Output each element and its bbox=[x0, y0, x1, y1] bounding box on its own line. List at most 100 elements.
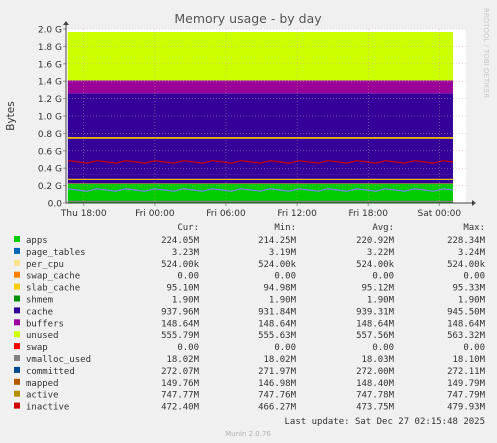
legend-label-swap: swap bbox=[26, 343, 48, 353]
legend-max-value: 945.50M bbox=[447, 307, 486, 317]
legend-min-value: 524.00k bbox=[258, 260, 297, 270]
y-tick-label: 1.2 G bbox=[38, 95, 62, 105]
legend-label-shmem: shmem bbox=[26, 296, 53, 306]
legend-avg-value: 148.64M bbox=[356, 319, 395, 329]
area-unused bbox=[67, 32, 453, 81]
y-tick-label: 2.0 G bbox=[38, 26, 62, 36]
legend-cur-value: 1.90M bbox=[172, 296, 200, 306]
x-tick-label: Fri 12:00 bbox=[277, 209, 317, 219]
legend-label-active: active bbox=[26, 391, 59, 401]
y-axis-arrow bbox=[63, 21, 69, 25]
legend-min-value: 931.84M bbox=[258, 307, 297, 317]
legend-max-value: 0.00 bbox=[463, 272, 485, 282]
y-tick-label: 0.6 G bbox=[38, 147, 62, 157]
legend-label-slab_cache: slab_cache bbox=[26, 284, 80, 294]
legend-header: Min: bbox=[274, 223, 296, 233]
legend-label-swap_cache: swap_cache bbox=[26, 272, 80, 282]
legend-max-value: 524.00k bbox=[447, 260, 486, 270]
legend-avg-value: 220.92M bbox=[356, 236, 395, 246]
y-tick-label: 0.8 G bbox=[38, 130, 62, 140]
legend-swatch-apps bbox=[14, 236, 20, 242]
legend-max-value: 0.00 bbox=[463, 343, 485, 353]
y-tick-label: 0.2 G bbox=[38, 182, 62, 192]
legend-max-value: 3.24M bbox=[458, 248, 486, 258]
legend-header: Max: bbox=[463, 223, 485, 233]
legend-avg-value: 473.75M bbox=[356, 403, 395, 413]
x-tick-label: Sat 00:00 bbox=[418, 209, 462, 219]
legend-swatch-vmalloc_used bbox=[14, 355, 20, 361]
legend-max-value: 1.90M bbox=[458, 296, 486, 306]
line-mapped bbox=[67, 188, 454, 192]
legend-min-value: 747.76M bbox=[258, 391, 297, 401]
legend-swatch-slab_cache bbox=[14, 283, 20, 290]
legend-avg-value: 0.00 bbox=[372, 343, 394, 353]
legend-avg-value: 148.40M bbox=[356, 379, 395, 389]
y-tick-label: 0.0 bbox=[48, 200, 63, 210]
legend-cur-value: 0.00 bbox=[177, 343, 199, 353]
grid-lines bbox=[66, 28, 466, 204]
legend-min-value: 0.00 bbox=[274, 343, 296, 353]
legend-avg-value: 0.00 bbox=[372, 272, 394, 282]
legend-label-buffers: buffers bbox=[26, 319, 64, 329]
legend-avg-value: 557.56M bbox=[356, 331, 395, 341]
area-per_cpu bbox=[67, 183, 453, 184]
legend-min-value: 0.00 bbox=[274, 272, 296, 282]
rrdtool-credit-label: RRDTOOL / TOBI OETIKER bbox=[482, 8, 490, 98]
legend-cur-value: 555.79M bbox=[161, 331, 200, 341]
legend-swatch-cache bbox=[14, 307, 20, 314]
stacked-areas bbox=[67, 32, 453, 203]
legend-header: Cur: bbox=[177, 223, 199, 233]
y-tick-label: 1.6 G bbox=[38, 60, 62, 70]
legend-cur-value: 0.00 bbox=[177, 272, 199, 282]
legend-min-value: 94.98M bbox=[263, 284, 296, 294]
legend-avg-value: 747.78M bbox=[356, 391, 395, 401]
legend-swatch-buffers bbox=[14, 319, 20, 326]
x-tick-label: Thu 18:00 bbox=[60, 209, 107, 219]
x-tick-label: Fri 18:00 bbox=[348, 209, 388, 219]
legend-max-value: 149.79M bbox=[447, 379, 486, 389]
legend-cur-value: 148.64M bbox=[161, 319, 200, 329]
legend-swatch-inactive bbox=[14, 402, 20, 409]
legend-header: Avg: bbox=[372, 223, 394, 233]
legend-min-value: 214.25M bbox=[258, 236, 297, 246]
legend-max-value: 747.79M bbox=[447, 391, 486, 401]
legend-min-value: 3.19M bbox=[269, 248, 297, 258]
legend-avg-value: 3.22M bbox=[367, 248, 395, 258]
legend-swatch-active bbox=[14, 390, 20, 397]
legend-cur-value: 747.77M bbox=[161, 391, 200, 401]
legend-label-mapped: mapped bbox=[26, 379, 59, 389]
legend-cur-value: 18.02M bbox=[166, 355, 199, 365]
legend-avg-value: 95.12M bbox=[361, 284, 394, 294]
legend-swatch-unused bbox=[14, 331, 20, 338]
legend-table: Cur: Min: Avg: Max: apps 224.05M 214.25M 220.92… bbox=[14, 223, 486, 413]
legend-swatch-mapped bbox=[14, 378, 20, 385]
legend-avg-value: 939.31M bbox=[356, 307, 395, 317]
legend-label-committed: committed bbox=[26, 367, 75, 377]
line-inactive bbox=[67, 160, 454, 164]
legend-max-value: 18.10M bbox=[452, 355, 485, 365]
legend-max-value: 479.93M bbox=[447, 403, 486, 413]
x-axis-arrow bbox=[472, 200, 476, 206]
area-buffers bbox=[67, 80, 453, 94]
legend-cur-value: 524.00k bbox=[161, 260, 200, 270]
legend-label-unused: unused bbox=[26, 331, 59, 341]
y-tick-label: 1.8 G bbox=[38, 43, 62, 53]
legend-min-value: 271.97M bbox=[258, 367, 297, 377]
legend-swatch-per_cpu bbox=[14, 259, 20, 266]
legend-max-value: 148.64M bbox=[447, 319, 486, 329]
legend-min-value: 146.98M bbox=[258, 379, 297, 389]
legend-avg-value: 1.90M bbox=[367, 296, 395, 306]
legend-max-value: 228.34M bbox=[447, 236, 486, 246]
chart-title: Memory usage - by day bbox=[174, 11, 322, 26]
legend-avg-value: 524.00k bbox=[356, 260, 395, 270]
legend-swatch-swap_cache bbox=[14, 271, 20, 278]
legend-max-value: 563.32M bbox=[447, 331, 486, 341]
legend-min-value: 148.64M bbox=[258, 319, 297, 329]
legend-cur-value: 3.23M bbox=[172, 248, 200, 258]
area-apps bbox=[67, 183, 453, 203]
x-tick-label: Fri 00:00 bbox=[135, 209, 175, 219]
legend-cur-value: 937.96M bbox=[161, 307, 200, 317]
legend-cur-value: 272.07M bbox=[161, 367, 200, 377]
legend-label-apps: apps bbox=[26, 236, 48, 246]
